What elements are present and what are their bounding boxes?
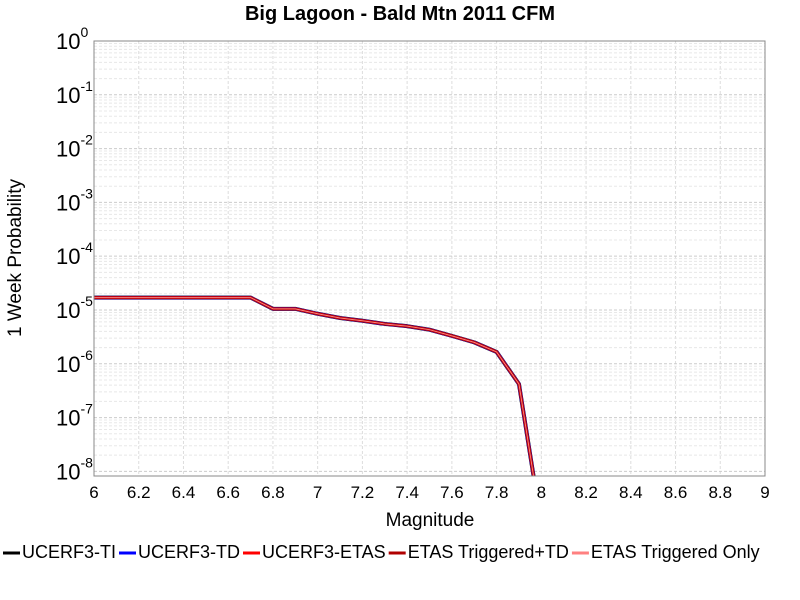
- legend-label: UCERF3-TD: [138, 542, 240, 562]
- y-tick-label: 10-4: [56, 239, 93, 269]
- legend-item: UCERF3-TD: [119, 542, 240, 562]
- x-tick-label: 8.4: [619, 483, 643, 502]
- chart-title: Big Lagoon - Bald Mtn 2011 CFM: [245, 3, 555, 25]
- y-tick-label: 10-8: [56, 454, 93, 484]
- x-tick-label: 7: [313, 483, 322, 502]
- legend-item: UCERF3-ETAS: [243, 542, 386, 562]
- grid: [93, 40, 766, 476]
- x-tick-label: 6.6: [216, 483, 240, 502]
- y-tick-label: 10-7: [56, 401, 93, 431]
- x-tick-label: 8.6: [664, 483, 688, 502]
- legend-label: UCERF3-ETAS: [262, 542, 386, 562]
- x-tick-label: 7.8: [485, 483, 509, 502]
- y-tick-base: 10: [56, 29, 80, 54]
- plot-lines: [94, 295, 536, 476]
- y-tick-base: 10: [56, 190, 80, 215]
- y-tick-base: 10: [56, 406, 80, 431]
- series-line: [94, 297, 535, 476]
- x-tick-label: 6.2: [127, 483, 151, 502]
- x-tick-label: 9: [760, 483, 769, 502]
- legend-item: UCERF3-TI: [3, 542, 116, 562]
- y-tick-exponent: -3: [80, 185, 93, 201]
- legend-item: ETAS Triggered Only: [571, 542, 760, 562]
- y-tick-label: 10-3: [56, 185, 93, 215]
- legend-item: ETAS Triggered+TD: [388, 542, 569, 562]
- x-tick-label: 7.6: [440, 483, 464, 502]
- y-tick-label: 10-2: [56, 132, 93, 162]
- x-axis-label: Magnitude: [386, 510, 475, 531]
- y-tick-base: 10: [56, 83, 80, 108]
- y-tick-exponent: -6: [80, 347, 93, 363]
- y-tick-base: 10: [56, 298, 80, 323]
- y-tick-exponent: -2: [80, 132, 93, 148]
- x-tick-label: 6.4: [172, 483, 196, 502]
- x-tick-label: 8.2: [574, 483, 598, 502]
- y-tick-base: 10: [56, 137, 80, 162]
- y-tick-label: 10-1: [56, 78, 93, 108]
- y-tick-exponent: -8: [80, 454, 93, 470]
- y-tick-exponent: -5: [80, 293, 93, 309]
- x-tick-label: 6: [89, 483, 98, 502]
- x-tick-label: 7.4: [395, 483, 419, 502]
- y-axis-label: 1 Week Probability: [5, 178, 26, 337]
- legend-label: ETAS Triggered+TD: [408, 542, 569, 562]
- plot-frame: [93, 40, 766, 477]
- y-tick-base: 10: [56, 352, 80, 377]
- legend: UCERF3-TI UCERF3-TD UCERF3-ETAS ETAS Trigge…: [3, 542, 760, 562]
- y-tick-exponent: -4: [80, 239, 93, 255]
- x-tick-label: 6.8: [261, 483, 285, 502]
- y-tick-base: 10: [56, 459, 80, 484]
- y-tick-base: 10: [56, 244, 80, 269]
- y-tick-exponent: -1: [80, 78, 93, 94]
- y-tick-exponent: -7: [80, 401, 93, 417]
- ticks: 6 6.2 6.4 6.6 6.8 7 7.2 7.4 7.6 7.8 8 8.2 8.4 8.6 8.8 9…: [56, 24, 770, 502]
- legend-label: ETAS Triggered Only: [591, 542, 760, 562]
- legend-label: UCERF3-TI: [22, 542, 116, 562]
- x-tick-label: 8: [537, 483, 546, 502]
- y-tick-exponent: 0: [80, 24, 88, 40]
- y-tick-label: 10-5: [56, 293, 93, 323]
- x-tick-label: 8.8: [708, 483, 732, 502]
- y-tick-label: 100: [56, 24, 88, 54]
- x-tick-label: 7.2: [351, 483, 375, 502]
- y-tick-label: 10-6: [56, 347, 93, 377]
